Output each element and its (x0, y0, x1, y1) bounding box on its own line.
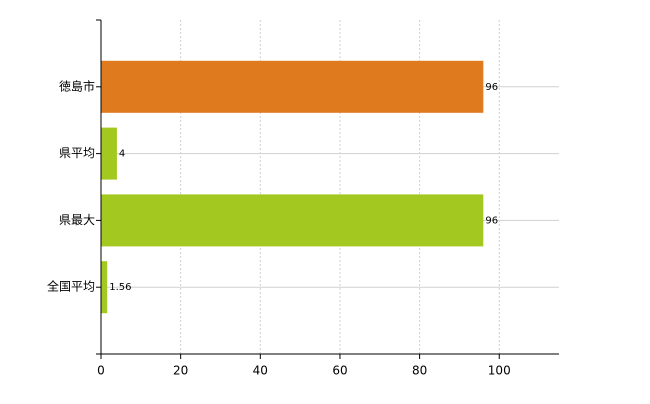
y-tick-label: 全国平均 (47, 279, 95, 294)
x-tick-label: 60 (332, 364, 347, 378)
y-tick-label: 県平均 (59, 146, 95, 160)
bar (101, 261, 108, 314)
value-label: 4 (119, 149, 125, 160)
bar (101, 60, 484, 113)
x-tick-label: 80 (412, 364, 427, 378)
bar (101, 194, 484, 247)
y-tick-label: 県最大 (59, 213, 95, 227)
x-tick-label: 100 (488, 364, 511, 378)
value-label: 1.56 (109, 282, 131, 293)
x-tick-label: 0 (97, 364, 105, 378)
bar (101, 127, 117, 180)
value-label: 96 (485, 82, 498, 93)
x-tick-label: 40 (253, 364, 268, 378)
value-label: 96 (485, 215, 498, 226)
y-tick-label: 徳島市 (59, 78, 95, 93)
x-tick-label: 20 (173, 364, 188, 378)
